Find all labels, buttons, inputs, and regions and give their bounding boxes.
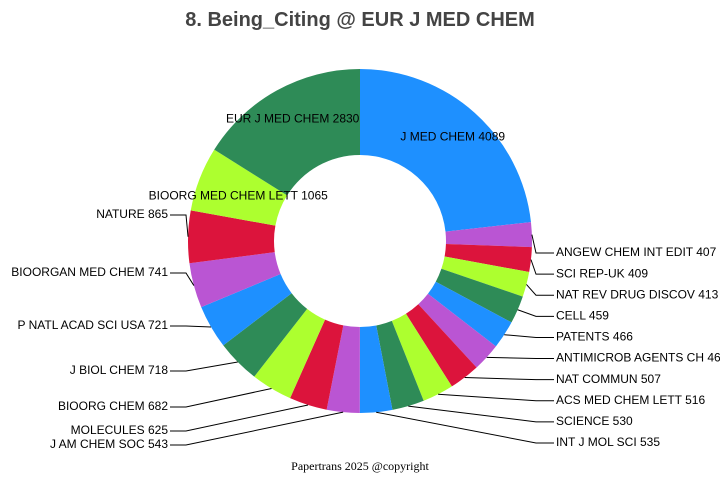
- label-bioorg-chem-682: BIOORG CHEM 682: [58, 399, 168, 413]
- slice-bioorg-med-chem-lett-1065: [190, 149, 288, 226]
- slice-j-biol-chem-718: [223, 293, 308, 377]
- slice-patents-466: [427, 281, 512, 347]
- leader-molecules-625: [170, 404, 309, 432]
- label-bioorg-med-chem-lett-1065: BIOORG MED CHEM LETT 1065: [149, 188, 328, 202]
- slice-nature-865: [188, 210, 276, 264]
- label-nat-commun-507: NAT COMMUN 507: [556, 372, 661, 386]
- slice-eur-j-med-chem-2830: [214, 69, 360, 196]
- leader-angew-chem-int-edit-407: [531, 234, 554, 254]
- leader-patents-466: [504, 334, 554, 338]
- leader-bioorgan-med-chem-741: [170, 272, 195, 286]
- leader-bioorg-chem-682: [170, 388, 272, 408]
- slice-nat-rev-drug-discov-413: [441, 256, 530, 297]
- leader-science-530: [408, 405, 554, 423]
- slice-int-j-mol-sci-535: [359, 325, 393, 413]
- leader-nature-865: [170, 214, 189, 237]
- leader-cell-459: [517, 309, 554, 317]
- label-j-med-chem-4089: J MED CHEM 4089: [400, 130, 505, 144]
- label-int-j-mol-sci-535: INT J MOL SCI 535: [556, 435, 660, 449]
- label-patents-466: PATENTS 466: [556, 330, 633, 344]
- label-angew-chem-int-edit-407: ANGEW CHEM INT EDIT 407: [556, 245, 717, 259]
- label-sci-rep-uk-409: SCI REP-UK 409: [556, 266, 648, 280]
- slice-j-am-chem-soc-543: [326, 325, 360, 413]
- leader-j-am-chem-soc-543: [170, 411, 344, 446]
- label-acs-med-chem-lett-516: ACS MED CHEM LETT 516: [556, 393, 705, 407]
- leaders-group: [170, 214, 554, 446]
- slice-bioorgan-med-chem-741: [189, 252, 281, 308]
- label-bioorgan-med-chem-741: BIOORGAN MED CHEM 741: [11, 265, 168, 279]
- slice-p-natl-acad-sci-usa-721: [201, 274, 292, 346]
- label-cell-459: CELL 459: [556, 309, 609, 323]
- labels-group: J MED CHEM 4089 BIOORG MED CHEM LETT 1065…: [11, 112, 720, 452]
- slices-group: [188, 69, 532, 413]
- leader-acs-med-chem-lett-516: [438, 393, 554, 402]
- slice-sci-rep-uk-409: [444, 244, 532, 273]
- slice-nat-commun-507: [405, 304, 477, 387]
- label-nat-rev-drug-discov-413: NAT REV DRUG DISCOV 413: [556, 287, 719, 301]
- chart-title: 8. Being_Citing @ EUR J MED CHEM: [185, 9, 535, 31]
- leader-nat-rev-drug-discov-413: [526, 284, 554, 296]
- leader-antimicrob-agents-ch-46: [486, 356, 554, 360]
- label-antimicrob-agents-ch-46: ANTIMICROB AGENTS CH 46: [556, 351, 720, 365]
- slice-science-530: [376, 320, 424, 410]
- slice-bioorg-chem-682: [254, 308, 326, 399]
- label-j-biol-chem-718: J BIOL CHEM 718: [70, 363, 169, 377]
- leader-j-biol-chem-718: [170, 361, 238, 372]
- label-p-natl-acad-sci-usa-721: P NATL ACAD SCI USA 721: [17, 318, 168, 332]
- label-eur-j-med-chem-2830: EUR J MED CHEM 2830: [226, 112, 360, 126]
- slice-antimicrob-agents-ch-46: [418, 293, 496, 368]
- leader-p-natl-acad-sci-usa-721: [170, 325, 212, 328]
- chart-footer: Papertrans 2025 @copyright: [291, 459, 429, 473]
- leader-sci-rep-uk-409: [530, 259, 554, 275]
- slice-j-med-chem-4089: [360, 69, 531, 232]
- label-j-am-chem-soc-543: J AM CHEM SOC 543: [50, 437, 168, 451]
- label-molecules-625: MOLECULES 625: [71, 423, 169, 437]
- slice-cell-459: [435, 268, 523, 323]
- slice-angew-chem-int-edit-407: [445, 222, 532, 248]
- label-nature-865: NATURE 865: [96, 207, 168, 221]
- slice-acs-med-chem-lett-516: [391, 313, 452, 401]
- leader-nat-commun-507: [464, 376, 554, 381]
- label-science-530: SCIENCE 530: [556, 414, 633, 428]
- slice-molecules-625: [290, 319, 344, 410]
- leader-int-j-mol-sci-535: [376, 411, 554, 444]
